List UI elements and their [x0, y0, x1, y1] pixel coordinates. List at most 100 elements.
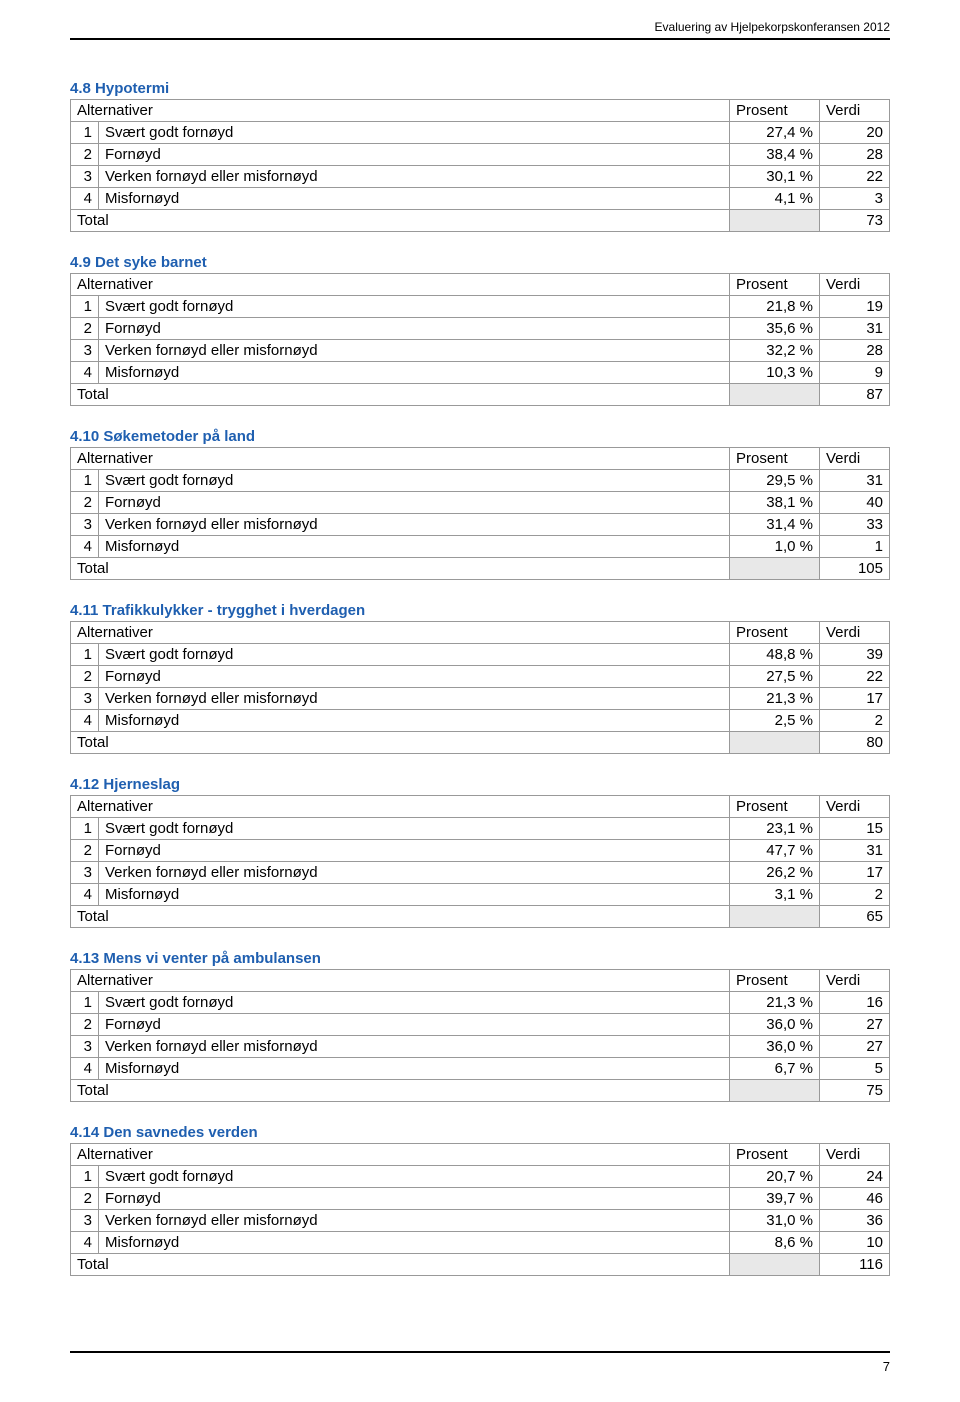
row-label: Fornøyd	[99, 666, 730, 688]
col-header-prosent: Prosent	[730, 100, 820, 122]
row-label: Fornøyd	[99, 144, 730, 166]
row-verdi: 31	[820, 470, 890, 492]
row-verdi: 15	[820, 818, 890, 840]
table-header-row: AlternativerProsentVerdi	[71, 1144, 890, 1166]
table-row: 1Svært godt fornøyd27,4 %20	[71, 122, 890, 144]
col-header-verdi: Verdi	[820, 1144, 890, 1166]
row-label: Misfornøyd	[99, 362, 730, 384]
row-label: Svært godt fornøyd	[99, 818, 730, 840]
sections-container: 4.8 HypotermiAlternativerProsentVerdi1Sv…	[70, 80, 890, 1276]
row-index: 1	[71, 644, 99, 666]
row-verdi: 27	[820, 1014, 890, 1036]
row-verdi: 20	[820, 122, 890, 144]
table-row: 3Verken fornøyd eller misfornøyd36,0 %27	[71, 1036, 890, 1058]
row-verdi: 36	[820, 1210, 890, 1232]
row-index: 2	[71, 144, 99, 166]
section: 4.9 Det syke barnetAlternativerProsentVe…	[70, 254, 890, 406]
row-index: 2	[71, 840, 99, 862]
row-label: Verken fornøyd eller misfornøyd	[99, 514, 730, 536]
col-header-prosent: Prosent	[730, 970, 820, 992]
table-row: 2Fornøyd39,7 %46	[71, 1188, 890, 1210]
row-label: Verken fornøyd eller misfornøyd	[99, 166, 730, 188]
row-verdi: 22	[820, 666, 890, 688]
total-value: 87	[820, 384, 890, 406]
row-prosent: 35,6 %	[730, 318, 820, 340]
row-label: Svært godt fornøyd	[99, 992, 730, 1014]
data-table: AlternativerProsentVerdi1Svært godt forn…	[70, 99, 890, 232]
row-verdi: 17	[820, 862, 890, 884]
row-verdi: 31	[820, 840, 890, 862]
table-row: 1Svært godt fornøyd20,7 %24	[71, 1166, 890, 1188]
table-row: 4Misfornøyd8,6 %10	[71, 1232, 890, 1254]
total-value: 75	[820, 1080, 890, 1102]
col-header-prosent: Prosent	[730, 622, 820, 644]
table-row: 3Verken fornøyd eller misfornøyd31,0 %36	[71, 1210, 890, 1232]
row-label: Misfornøyd	[99, 710, 730, 732]
table-row: 1Svært godt fornøyd21,8 %19	[71, 296, 890, 318]
row-label: Svært godt fornøyd	[99, 1166, 730, 1188]
row-verdi: 24	[820, 1166, 890, 1188]
table-header-row: AlternativerProsentVerdi	[71, 622, 890, 644]
row-prosent: 4,1 %	[730, 188, 820, 210]
row-index: 4	[71, 1232, 99, 1254]
col-header-alternativer: Alternativer	[71, 970, 730, 992]
section-title: 4.11 Trafikkulykker - trygghet i hverdag…	[70, 602, 890, 619]
col-header-verdi: Verdi	[820, 100, 890, 122]
col-header-prosent: Prosent	[730, 1144, 820, 1166]
row-verdi: 28	[820, 340, 890, 362]
row-verdi: 17	[820, 688, 890, 710]
table-row: 1Svært godt fornøyd23,1 %15	[71, 818, 890, 840]
table-total-row: Total80	[71, 732, 890, 754]
total-blank-cell	[730, 384, 820, 406]
row-verdi: 39	[820, 644, 890, 666]
row-prosent: 36,0 %	[730, 1036, 820, 1058]
total-label: Total	[71, 558, 730, 580]
col-header-alternativer: Alternativer	[71, 100, 730, 122]
row-label: Fornøyd	[99, 1014, 730, 1036]
row-prosent: 29,5 %	[730, 470, 820, 492]
row-label: Verken fornøyd eller misfornøyd	[99, 1210, 730, 1232]
table-row: 3Verken fornøyd eller misfornøyd32,2 %28	[71, 340, 890, 362]
data-table: AlternativerProsentVerdi1Svært godt forn…	[70, 1143, 890, 1276]
row-verdi: 3	[820, 188, 890, 210]
total-blank-cell	[730, 732, 820, 754]
row-index: 2	[71, 318, 99, 340]
section: 4.11 Trafikkulykker - trygghet i hverdag…	[70, 602, 890, 754]
col-header-prosent: Prosent	[730, 796, 820, 818]
section-title: 4.14 Den savnedes verden	[70, 1124, 890, 1141]
row-index: 2	[71, 1014, 99, 1036]
table-row: 3Verken fornøyd eller misfornøyd21,3 %17	[71, 688, 890, 710]
row-prosent: 48,8 %	[730, 644, 820, 666]
row-verdi: 10	[820, 1232, 890, 1254]
table-row: 3Verken fornøyd eller misfornøyd26,2 %17	[71, 862, 890, 884]
table-row: 2Fornøyd38,1 %40	[71, 492, 890, 514]
row-label: Misfornøyd	[99, 188, 730, 210]
page-footer: 7	[70, 1351, 890, 1374]
row-verdi: 19	[820, 296, 890, 318]
total-value: 105	[820, 558, 890, 580]
row-index: 1	[71, 818, 99, 840]
section-title: 4.8 Hypotermi	[70, 80, 890, 97]
row-label: Svært godt fornøyd	[99, 296, 730, 318]
footer-divider	[70, 1351, 890, 1353]
row-prosent: 26,2 %	[730, 862, 820, 884]
row-index: 4	[71, 884, 99, 906]
table-header-row: AlternativerProsentVerdi	[71, 970, 890, 992]
section-title: 4.13 Mens vi venter på ambulansen	[70, 950, 890, 967]
total-label: Total	[71, 906, 730, 928]
row-index: 1	[71, 296, 99, 318]
total-value: 116	[820, 1254, 890, 1276]
table-row: 4Misfornøyd2,5 %2	[71, 710, 890, 732]
row-verdi: 31	[820, 318, 890, 340]
table-row: 4Misfornøyd10,3 %9	[71, 362, 890, 384]
row-prosent: 2,5 %	[730, 710, 820, 732]
section: 4.14 Den savnedes verden AlternativerPros…	[70, 1124, 890, 1276]
total-label: Total	[71, 732, 730, 754]
row-index: 2	[71, 666, 99, 688]
row-prosent: 20,7 %	[730, 1166, 820, 1188]
row-index: 1	[71, 1166, 99, 1188]
row-label: Fornøyd	[99, 318, 730, 340]
row-verdi: 40	[820, 492, 890, 514]
data-table: AlternativerProsentVerdi1Svært godt forn…	[70, 795, 890, 928]
table-row: 2Fornøyd36,0 %27	[71, 1014, 890, 1036]
